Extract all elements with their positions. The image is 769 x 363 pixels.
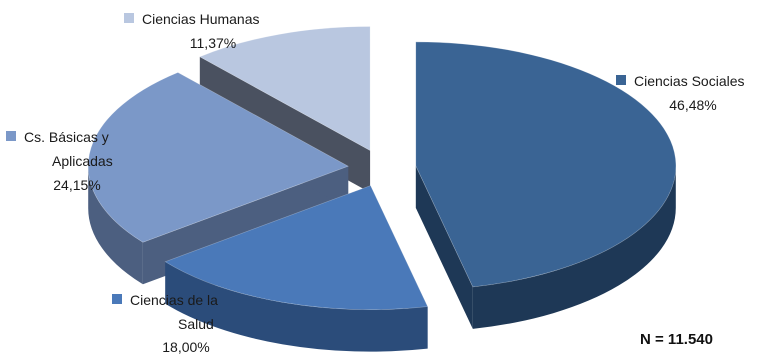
slice-label: Salud <box>178 316 214 332</box>
slice-label-marker <box>6 131 16 141</box>
pie-slice <box>87 72 349 243</box>
slice-percent-label: 18,00% <box>162 339 209 355</box>
slice-percent-label: 46,48% <box>669 97 716 113</box>
slice-percent-label: 11,37% <box>190 35 236 51</box>
slice-label-marker <box>616 75 626 85</box>
pie-slice-rim <box>472 165 676 329</box>
slice-label: Cs. Básicas y <box>24 129 109 145</box>
slice-label-marker <box>124 13 134 23</box>
pie-slice-rim <box>88 166 143 285</box>
pie-slice-rim <box>165 261 428 352</box>
pie-slice-wall <box>415 165 473 329</box>
pie-slice <box>199 26 371 152</box>
sample-size-annotation: N = 11.540 <box>640 331 713 348</box>
pie-slice <box>415 41 677 288</box>
slice-label: Aplicadas <box>52 153 113 169</box>
slice-label: Ciencias de la <box>130 292 218 308</box>
slice-label: Ciencias Sociales <box>634 73 745 89</box>
slice-label-marker <box>112 294 122 304</box>
pie-slice <box>164 185 429 310</box>
slice-percent-label: 24,15% <box>53 177 100 193</box>
slice-label: Ciencias Humanas <box>142 11 260 27</box>
